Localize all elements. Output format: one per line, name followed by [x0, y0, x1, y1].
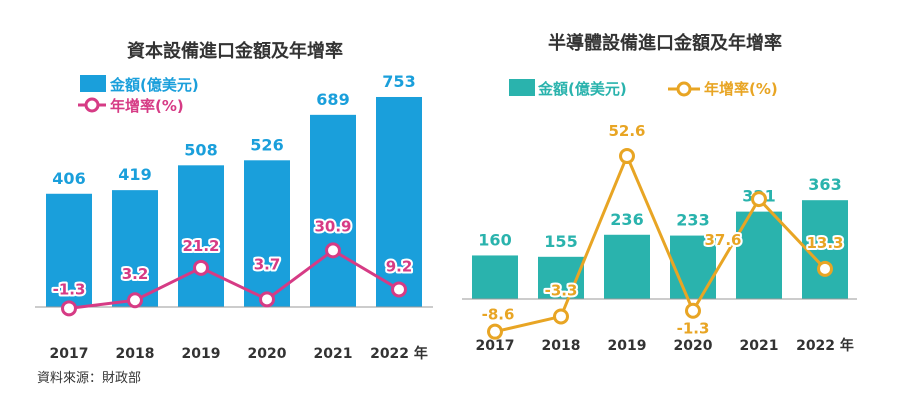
bar-value-label: 155: [544, 232, 577, 251]
growth-rate-label: -3.3: [545, 281, 578, 299]
growth-rate-point: [193, 259, 209, 276]
category-label: 2020: [248, 346, 287, 362]
legend-line-marker: [676, 81, 692, 97]
bar: [112, 190, 158, 307]
growth-rate-label: 13.3: [806, 234, 843, 252]
bar-value-label: 236: [610, 210, 643, 229]
bar: [244, 160, 290, 307]
chart-title: 資本設備進口金額及年增率: [127, 40, 343, 62]
bar: [376, 96, 422, 307]
category-label: 2018: [542, 338, 581, 354]
legend-bar-swatch: [80, 75, 106, 92]
bar: [46, 193, 92, 307]
source-note: 資料來源：財政部: [37, 371, 141, 386]
growth-rate-line: [494, 154, 827, 334]
growth-rate-point: [325, 242, 341, 259]
legend-bar-label: 金額(億美元): [109, 76, 199, 94]
growth-rate-label: 3.7: [254, 255, 281, 273]
bar-value-label: 363: [808, 175, 841, 194]
growth-rate-label: -8.6: [482, 306, 515, 324]
growth-rate-point: [61, 300, 77, 317]
category-label: 2017: [50, 346, 89, 362]
category-label: 2021: [314, 346, 353, 362]
growth-rate-point: [487, 323, 503, 340]
growth-rate-label: -1.3: [677, 320, 710, 338]
growth-rate-label: -1.3: [53, 280, 86, 298]
growth-rate-point: [553, 308, 569, 325]
legend: 金額(億美元) 年增率(%): [78, 75, 199, 115]
bar: [802, 200, 848, 299]
bar-value-label: 753: [382, 72, 415, 91]
legend-bar-swatch: [509, 79, 535, 96]
growth-rate-point: [685, 302, 701, 319]
bar: [670, 235, 716, 299]
legend-line-label: 年增率(%): [704, 80, 778, 98]
growth-rate-point: [127, 292, 143, 309]
legend-bar-label: 金額(億美元): [537, 80, 627, 98]
category-label: 2020: [674, 338, 713, 354]
chart-capital-equipment: 資本設備進口金額及年增率 金額(億美元) 年增率(%) 406 419 508 526…: [35, 40, 433, 362]
growth-rate-point: [817, 260, 833, 277]
growth-rate-label: 21.2: [182, 237, 219, 255]
growth-rate-label: 30.9: [314, 217, 351, 235]
category-label: 2018: [116, 346, 155, 362]
bar-value-label: 689: [316, 90, 349, 109]
bar-value-label: 419: [118, 165, 151, 184]
bar-value-label: 160: [478, 230, 511, 249]
growth-rate-label: 3.2: [122, 265, 149, 283]
growth-rate-point: [391, 281, 407, 298]
growth-rate-line: [68, 248, 400, 310]
chart-title: 半導體設備進口金額及年增率: [548, 32, 782, 54]
category-label: 2019: [182, 346, 221, 362]
category-label: 2017: [476, 338, 515, 354]
bar-value-label: 406: [52, 169, 85, 188]
category-label: 2022 年: [370, 345, 428, 362]
legend-line-marker: [84, 97, 100, 113]
bar-value-label: 526: [250, 135, 283, 154]
bar: [604, 234, 650, 299]
bar-value-label: 508: [184, 140, 217, 159]
bar-value-label: 233: [676, 211, 709, 230]
growth-rate-label: 9.2: [386, 257, 413, 275]
legend: 金額(億美元) 年增率(%): [509, 79, 778, 98]
growth-rate-label: 52.6: [608, 122, 645, 140]
category-label: 2021: [740, 338, 779, 354]
bar: [310, 114, 356, 308]
bar: [472, 255, 518, 299]
growth-rate-label: 37.6: [704, 231, 741, 249]
category-label: 2022 年: [796, 337, 854, 354]
chart-semiconductor-equipment: 半導體設備進口金額及年增率 金額(億美元) 年增率(%) 160 155 236 23…: [462, 32, 857, 354]
category-label: 2019: [608, 338, 647, 354]
legend-line-label: 年增率(%): [110, 97, 184, 115]
growth-rate-point: [751, 191, 767, 208]
growth-rate-point: [619, 148, 635, 165]
growth-rate-point: [259, 291, 275, 308]
bar: [178, 165, 224, 307]
